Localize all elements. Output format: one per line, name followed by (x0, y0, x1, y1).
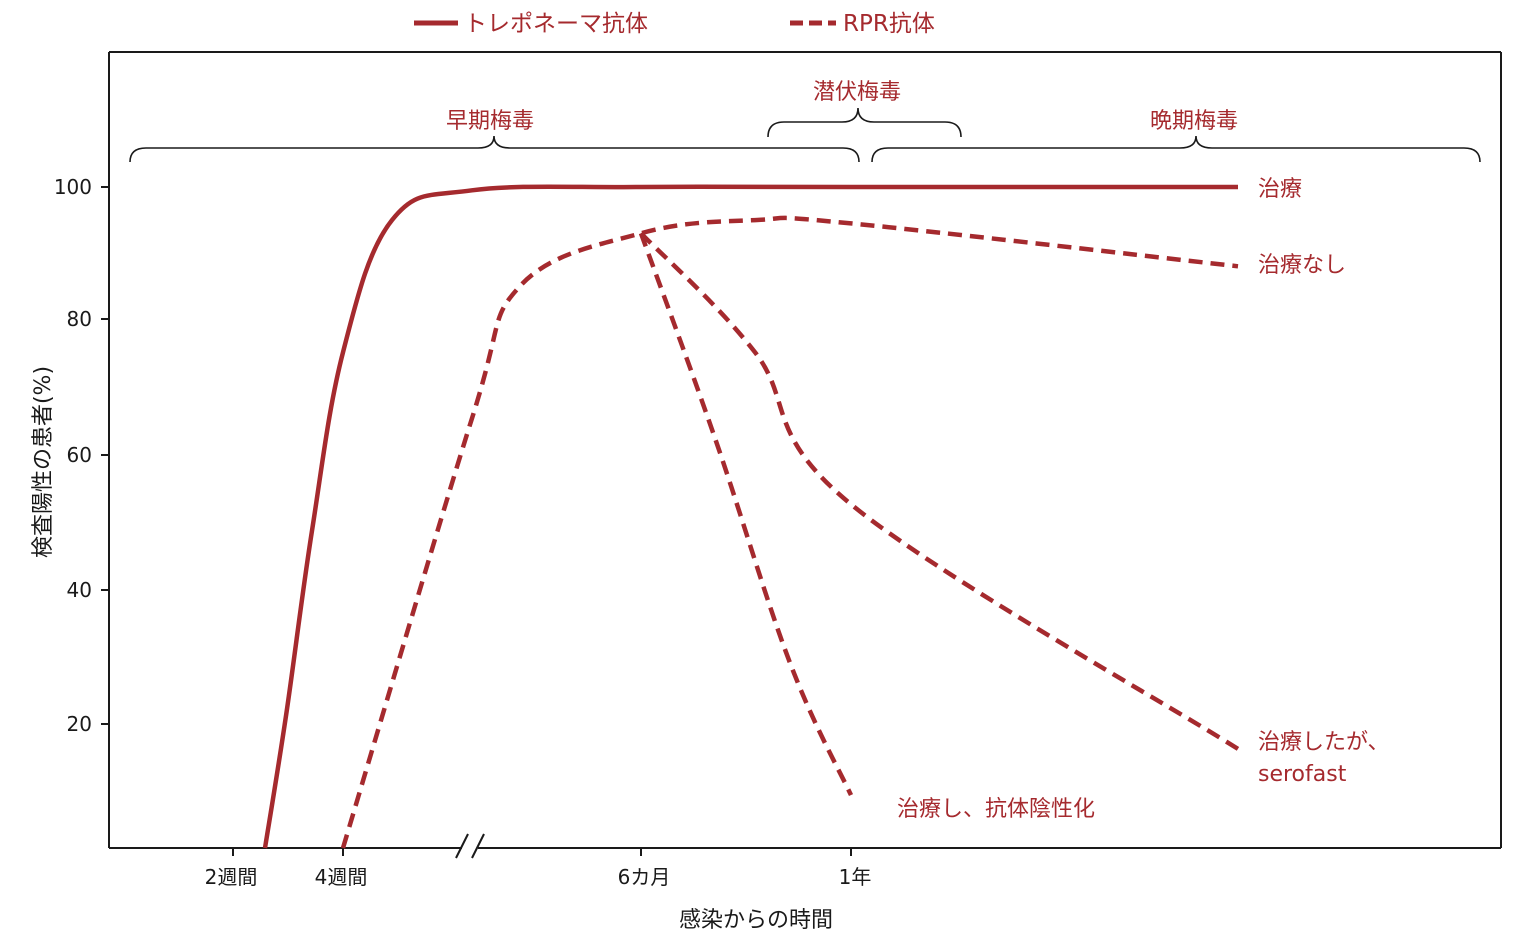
y-tick-label-40: 40 (67, 578, 92, 602)
legend-label-treponemal: トレポネーマ抗体 (464, 11, 648, 37)
y-tick-label-80: 80 (67, 307, 92, 331)
series-label-seronegative: 治療し、抗体陰性化 (897, 797, 1095, 822)
y-axis-title: 検査陽性の患者(%) (31, 366, 56, 558)
series-label-untreated: 治療なし (1258, 253, 1346, 278)
series-line-treponemal (262, 184, 1239, 849)
x-tick-label-4w: 4週間 (315, 865, 368, 889)
y-tick-label-100: 100 (54, 175, 92, 199)
plot-frame (108, 51, 1502, 859)
x-axis-title: 感染からの時間 (679, 908, 833, 933)
series-line-rpr-untreated (340, 215, 1239, 849)
brace-late-syphilis (871, 135, 1481, 163)
stage-label-early: 早期梅毒 (446, 109, 534, 134)
x-tick-label-1y: 1年 (839, 865, 872, 889)
stage-label-latent: 潜伏梅毒 (813, 80, 901, 105)
x-tick-label-6m: 6カ月 (618, 865, 671, 889)
series-line-rpr-treated-serofast (639, 231, 1240, 751)
series-label-serofast-line2: serofast (1258, 762, 1347, 787)
brace-early-syphilis (129, 135, 860, 163)
axis-break-mark-2 (471, 833, 485, 859)
stage-braces (129, 107, 1481, 163)
axis-break-mark-1 (455, 833, 469, 859)
legend-label-rpr: RPR抗体 (843, 11, 935, 37)
series-label-treated: 治療 (1258, 177, 1302, 202)
stage-label-late: 晩期梅毒 (1150, 109, 1238, 134)
series-lines (262, 184, 1240, 849)
y-tick-label-20: 20 (67, 712, 92, 736)
x-tick-label-2w: 2週間 (205, 865, 258, 889)
x-axis: 2週間 4週間 6カ月 1年 感染からの時間 (205, 848, 872, 933)
y-axis: 20 40 60 80 100 検査陽性の患者(%) (31, 175, 109, 736)
series-label-serofast-line1: 治療したが、 (1258, 730, 1390, 755)
y-tick-label-60: 60 (67, 443, 92, 467)
series-line-rpr-treated-seronegative (638, 232, 854, 797)
brace-latent-syphilis (767, 107, 962, 138)
legend: トレポネーマ抗体 RPR抗体 (414, 11, 935, 37)
